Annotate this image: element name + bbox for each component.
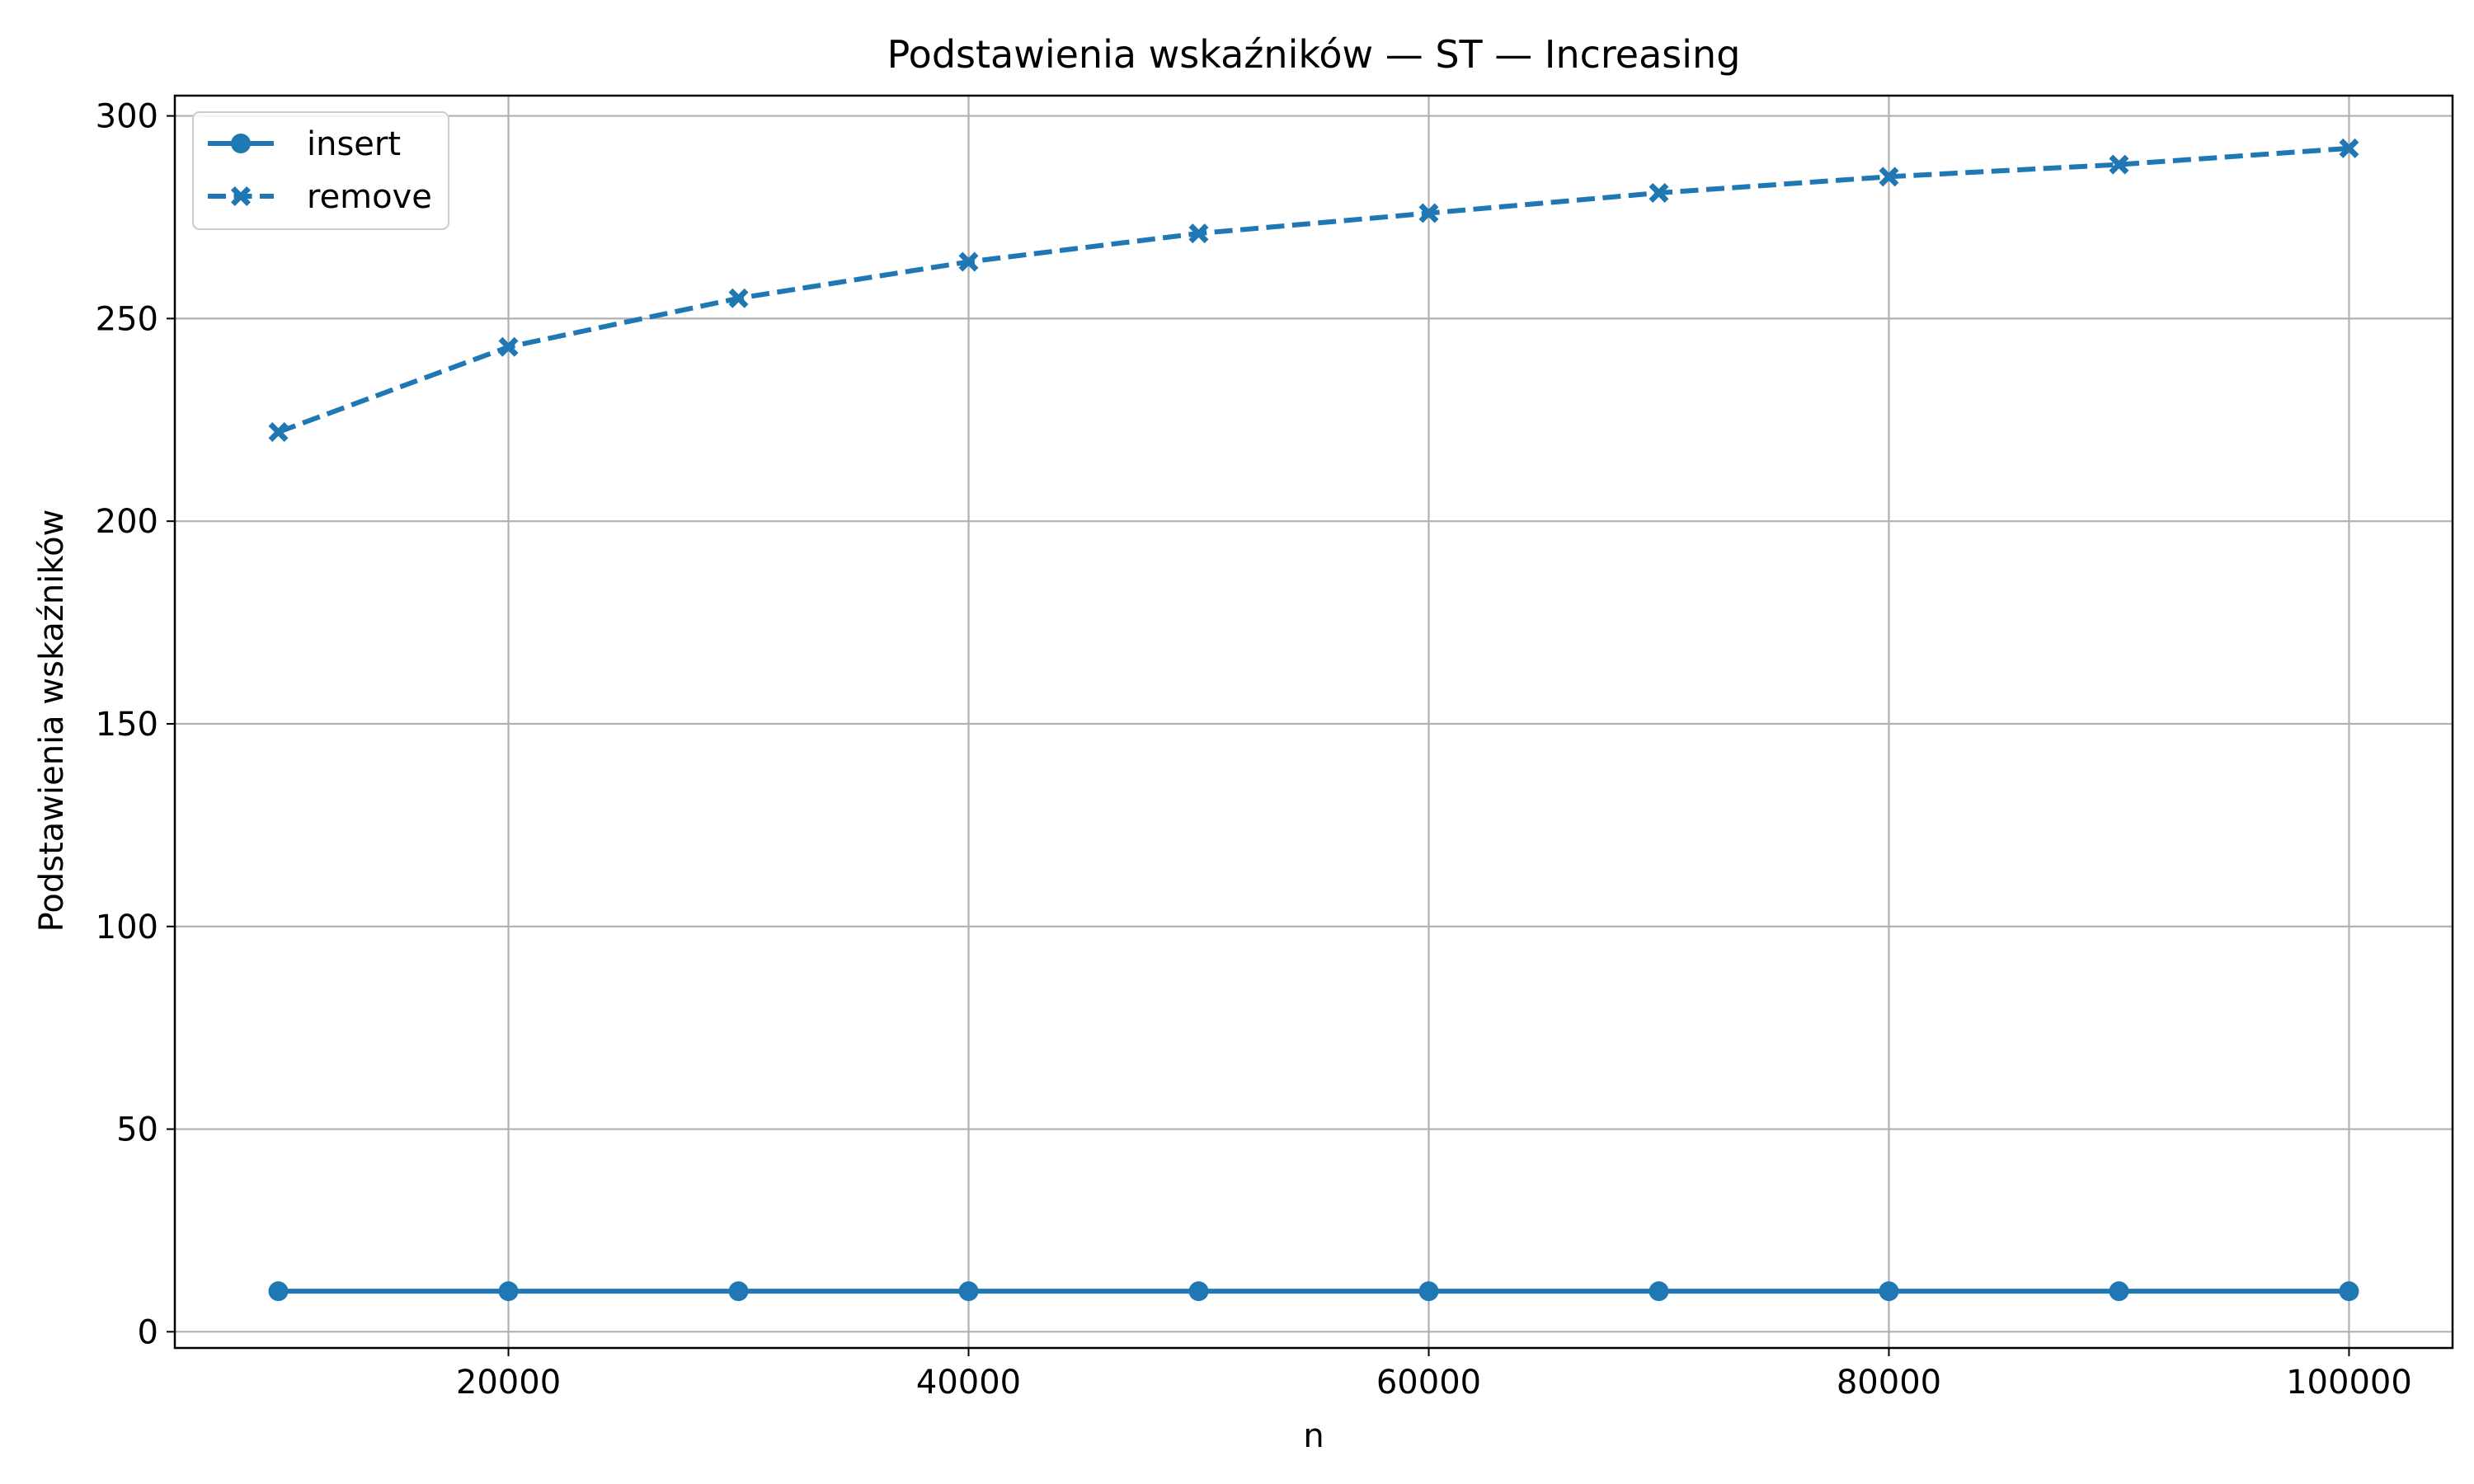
series-insert xyxy=(268,1281,2359,1302)
series-line-remove xyxy=(277,145,2349,434)
y-tick-label: 250 xyxy=(96,300,158,338)
data-point-remove xyxy=(2109,154,2129,175)
plot-frame xyxy=(173,94,2454,1350)
data-point-remove xyxy=(1879,167,1899,187)
series-remove xyxy=(268,138,2359,443)
legend-marker-insert xyxy=(231,134,251,153)
data-point-insert xyxy=(1418,1281,1439,1302)
data-point-remove xyxy=(498,336,519,357)
legend-marker-remove xyxy=(231,186,251,206)
data-point-remove xyxy=(728,288,749,308)
data-point-insert xyxy=(268,1281,289,1302)
data-point-insert xyxy=(2339,1281,2359,1302)
x-tick-label: 60000 xyxy=(1376,1364,1481,1402)
x-tick-label: 40000 xyxy=(916,1364,1021,1402)
data-point-insert xyxy=(1879,1281,1899,1302)
x-axis-label: n xyxy=(1303,1417,1324,1455)
data-point-insert xyxy=(498,1281,519,1302)
x-tick-label: 100000 xyxy=(2286,1364,2412,1402)
chart-title: Podstawienia wskaźników — ST — Increasin… xyxy=(887,32,1741,77)
x-tick-label: 80000 xyxy=(1837,1364,1941,1402)
y-tick-label: 300 xyxy=(96,98,158,136)
data-point-remove xyxy=(1649,182,1669,203)
series-layer xyxy=(268,138,2359,1302)
data-point-remove xyxy=(2339,138,2359,158)
grid xyxy=(175,96,2453,1348)
data-point-remove xyxy=(1418,203,1439,223)
y-axis-label: Podstawienia wskaźników xyxy=(33,510,71,932)
data-point-remove xyxy=(1188,223,1209,244)
data-point-remove xyxy=(958,251,979,272)
data-point-insert xyxy=(958,1281,979,1302)
y-tick-label: 50 xyxy=(116,1111,158,1149)
axes: 20000 40000 60000 80000 100000 0 50 100 150 200 25… xyxy=(96,98,2412,1402)
data-point-insert xyxy=(728,1281,749,1302)
data-point-insert xyxy=(2109,1281,2129,1302)
data-point-insert xyxy=(1649,1281,1669,1302)
y-tick-label: 100 xyxy=(96,909,158,946)
legend-label-insert: insert xyxy=(307,125,401,163)
legend-label-remove: remove xyxy=(307,178,432,216)
data-point-insert xyxy=(1188,1281,1209,1302)
legend: insert remove xyxy=(192,111,449,230)
data-point-remove xyxy=(268,422,289,443)
y-tick-label: 150 xyxy=(96,706,158,744)
y-tick-label: 200 xyxy=(96,503,158,541)
x-tick-label: 20000 xyxy=(456,1364,561,1402)
y-tick-label: 0 xyxy=(138,1313,158,1351)
